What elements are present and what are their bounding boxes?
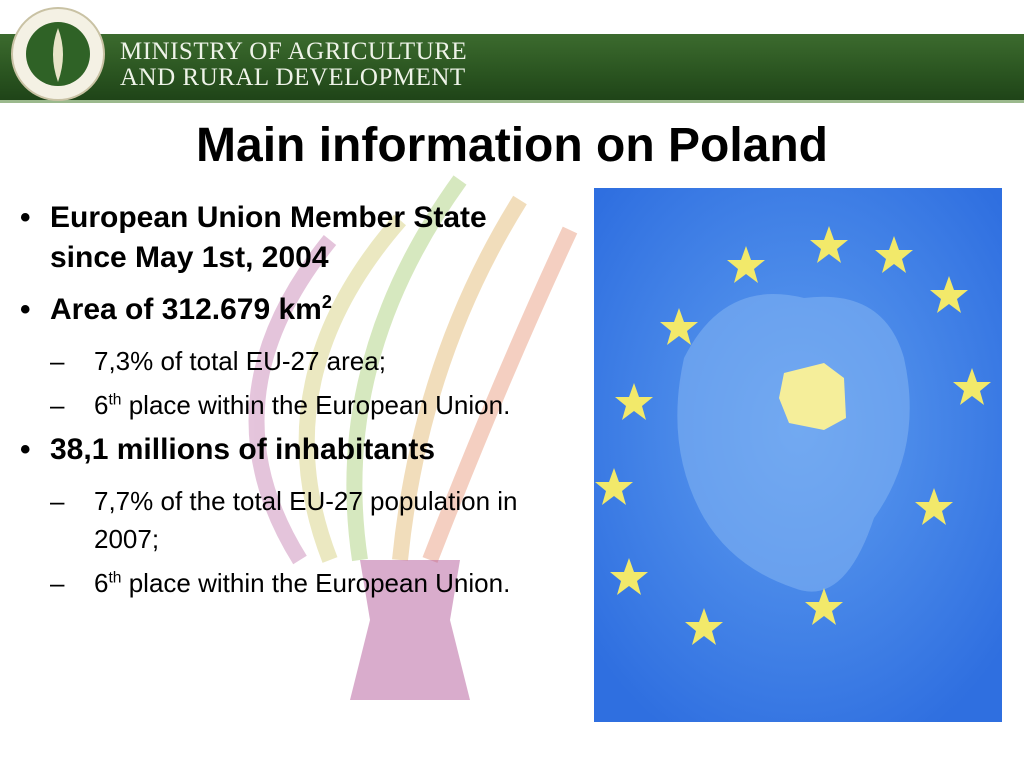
- text: Area of 312.679 km: [50, 293, 322, 326]
- eu-map: [594, 188, 1002, 722]
- sub-bullet-marker: –: [50, 486, 65, 516]
- bullet-marker: •: [20, 293, 31, 326]
- sub-bullet-marker: –: [50, 568, 65, 598]
- header-band: [0, 34, 1024, 103]
- sub-bullet-text: 6th place within the European Union.: [94, 564, 510, 602]
- bullet-marker: •: [20, 433, 31, 466]
- bullet: • European Union Member State since May 1…: [20, 198, 565, 278]
- sub-bullet: –7,3% of total EU-27 area;: [50, 342, 565, 380]
- text: 7,3% of total EU-27 area;: [94, 346, 386, 376]
- slide-title: Main information on Poland: [196, 119, 828, 172]
- superscript: th: [108, 569, 122, 587]
- header-line: AND RURAL DEVELOPMENT: [120, 64, 466, 91]
- text: 38,1 millions of inhabitants: [50, 433, 436, 466]
- text: 6: [94, 390, 109, 420]
- superscript: th: [108, 391, 122, 409]
- sub-bullet-text: 6th place within the European Union.: [94, 386, 510, 424]
- header-line: MINISTRY OF AGRICULTURE: [120, 38, 468, 65]
- superscript: 2: [321, 292, 332, 312]
- text: 7,7% of the total EU-27 population in 20…: [94, 486, 518, 554]
- ministry-logo: [11, 7, 105, 101]
- bullet-text: Area of 312.679 km2: [50, 290, 332, 330]
- sub-bullet: –7,7% of the total EU-27 population in 2…: [50, 482, 565, 558]
- sub-bullet-marker: –: [50, 346, 65, 376]
- bullet-text: European Union Member State since May 1s…: [50, 198, 565, 278]
- bullet-marker: •: [20, 201, 31, 234]
- sub-bullet-text: 7,7% of the total EU-27 population in 20…: [94, 482, 565, 558]
- bullet-list: • European Union Member State since May 1…: [20, 198, 565, 608]
- text: place within the European Union.: [121, 390, 511, 420]
- sub-bullet: –6th place within the European Union.: [50, 564, 565, 602]
- bullet-text: 38,1 millions of inhabitants: [50, 430, 435, 470]
- sub-bullet-marker: –: [50, 390, 65, 420]
- bullet: • Area of 312.679 km2: [20, 290, 565, 330]
- text: place within the European Union.: [121, 568, 511, 598]
- sub-bullet: –6th place within the European Union.: [50, 386, 565, 424]
- text: 6: [94, 568, 109, 598]
- sub-bullet-text: 7,3% of total EU-27 area;: [94, 342, 386, 380]
- text: European Union Member State since May 1s…: [50, 201, 487, 274]
- bullet: • 38,1 millions of inhabitants: [20, 430, 565, 470]
